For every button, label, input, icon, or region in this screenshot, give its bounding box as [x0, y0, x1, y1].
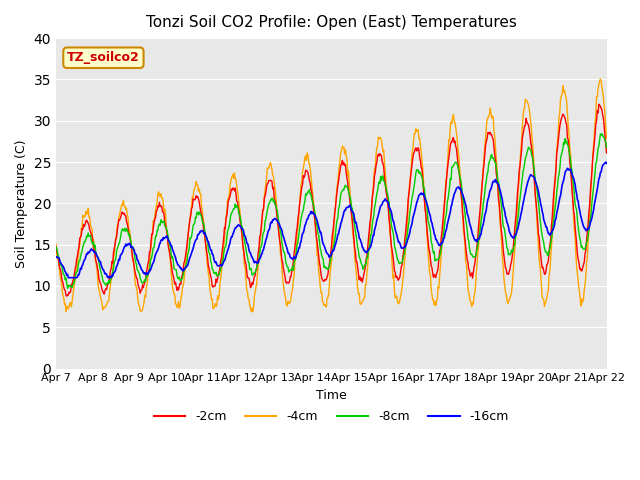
Y-axis label: Soil Temperature (C): Soil Temperature (C)	[15, 139, 28, 267]
Legend: -2cm, -4cm, -8cm, -16cm: -2cm, -4cm, -8cm, -16cm	[148, 406, 514, 428]
X-axis label: Time: Time	[316, 389, 347, 402]
Text: TZ_soilco2: TZ_soilco2	[67, 51, 140, 64]
Title: Tonzi Soil CO2 Profile: Open (East) Temperatures: Tonzi Soil CO2 Profile: Open (East) Temp…	[146, 15, 516, 30]
